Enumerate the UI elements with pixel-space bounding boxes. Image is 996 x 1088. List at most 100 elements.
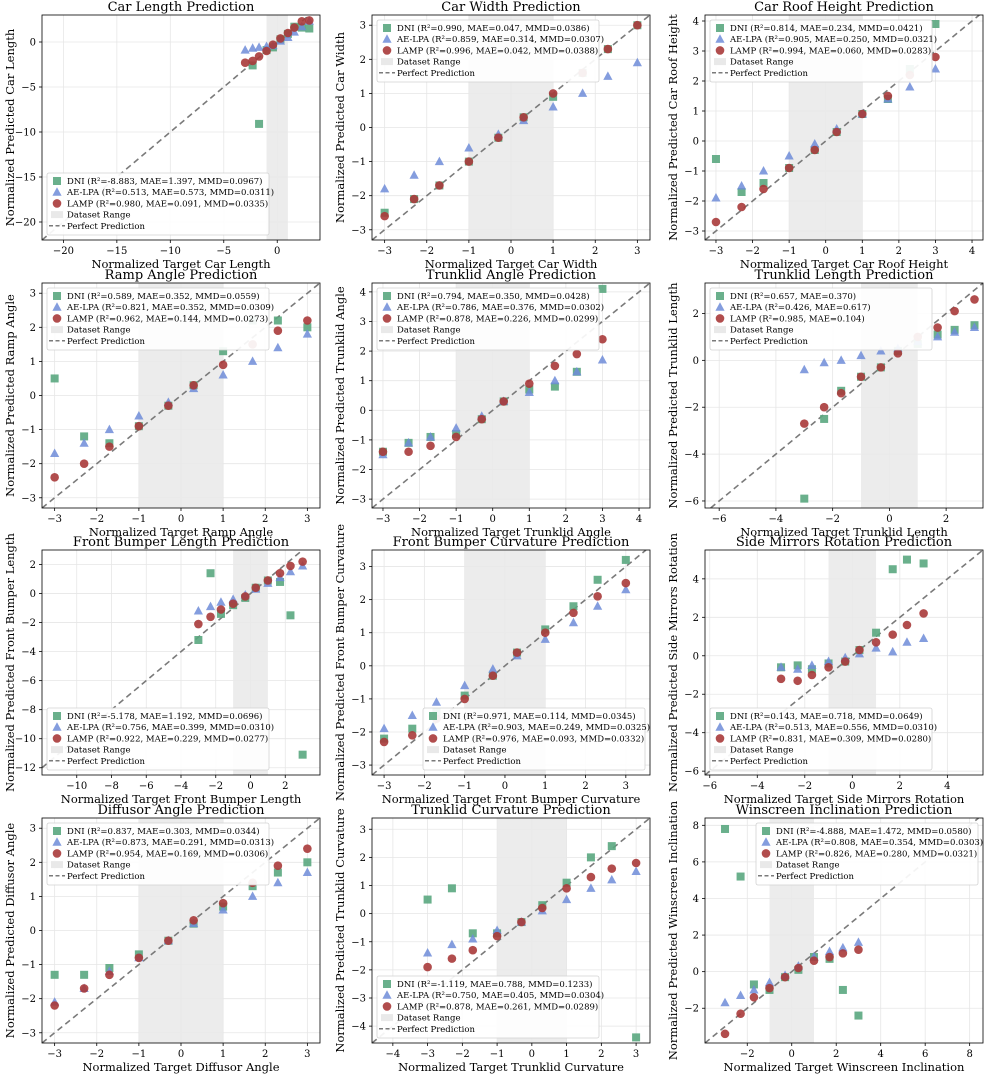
triangle-point: [969, 322, 980, 332]
y-tick-label: 1: [30, 357, 36, 368]
legend-entry: DNI (R²=0.990, MAE=0.047, MMD=0.0386): [397, 23, 590, 34]
x-tick-label: 0: [789, 1049, 795, 1060]
legend-entry: Dataset Range: [730, 58, 793, 68]
legend-entry: Perfect Prediction: [730, 69, 808, 79]
x-tick-label: 0: [849, 781, 855, 792]
circle-point: [263, 576, 273, 585]
x-tick-label: −1: [132, 514, 147, 525]
circle-point: [784, 163, 794, 173]
legend-square-marker: [53, 177, 61, 185]
legend-circle-marker: [52, 849, 62, 858]
circle-point: [164, 401, 173, 411]
legend: DNI (R²=0.589, MAE=0.352, MMD=0.0559)AE-…: [46, 287, 274, 351]
legend-square-marker: [383, 24, 391, 32]
chart-9: −6 −4 −2 0 2 4 −6 −4 −2 0 2 4 Side Mirrors Rotation …: [666, 532, 984, 806]
square-point: [872, 628, 881, 637]
circle-point: [893, 349, 903, 358]
triangle-point: [254, 42, 264, 51]
x-tick-label: 6: [922, 1049, 928, 1060]
x-tick-label: 2: [262, 514, 268, 525]
legend-triangle-marker: [382, 302, 392, 311]
legend-triangle-marker: [52, 187, 62, 196]
square-point: [711, 155, 720, 163]
square-point: [80, 970, 89, 979]
legend-range-swatch: [51, 211, 63, 219]
y-tick-label: 2: [30, 858, 36, 869]
y-axis-label: Normalized Predicted Trunklid Curvature: [333, 808, 347, 1052]
legend-entry: LAMP (R²=0.980, MAE=0.091, MMD=0.0335): [67, 198, 268, 209]
triangle-point: [285, 566, 296, 576]
legend-triangle-marker: [715, 722, 725, 731]
legend-entry: Dataset Range: [67, 861, 130, 871]
chart-11: −4 −3 −2 −1 0 1 2 3 −4 −3 −2 −1 0 1 2 3 Trunklid Curvatu…: [333, 803, 651, 1074]
x-tick-label: 0: [178, 1049, 184, 1060]
y-tick-label: 0: [360, 406, 366, 417]
y-tick-label: −2: [684, 403, 699, 414]
circle-point: [407, 730, 417, 740]
x-tick-label: 4: [944, 781, 950, 792]
chart-title: Trunklid Angle Prediction: [426, 268, 597, 283]
chart-title: Trunklid Length Prediction: [754, 268, 934, 283]
legend: DNI (R²=0.794, MAE=0.350, MMD=0.0428)AE-…: [376, 287, 604, 351]
x-tick-label: −3: [709, 246, 724, 257]
circle-point: [499, 397, 508, 406]
triangle-point: [218, 905, 228, 914]
chart-7: −10 −8 −6 −4 −2 0 2 −12 −10 −8 −6 −4 −2 0 2 Front Bumpe…: [3, 532, 321, 806]
chart-2: −3 −2 −1 0 1 2 3 −3 −2 −1 0 1 2 3 Car Width Prediction…: [333, 0, 651, 271]
circle-point: [134, 953, 144, 963]
x-tick-label: 2: [262, 1049, 268, 1060]
triangle-point: [492, 925, 502, 934]
x-tick-label: −2: [417, 781, 432, 792]
triangle-point: [205, 601, 216, 611]
y-tick-label: −2: [351, 465, 366, 476]
y-tick-label: 0: [693, 967, 699, 978]
circle-point: [537, 903, 547, 913]
y-tick-label: 0: [30, 391, 36, 402]
legend-entry: AE-LPA (R²=0.786, MAE=0.376, MMD=0.0302): [396, 302, 604, 313]
y-tick-label: −3: [21, 493, 36, 504]
y-tick-label: −3: [351, 994, 366, 1005]
triangle-point: [468, 933, 478, 943]
circle-point: [79, 984, 89, 993]
legend-entry: DNI (R²=0.657, MAE=0.370): [730, 291, 856, 302]
triangle-point: [856, 350, 866, 360]
legend-entry: Perfect Prediction: [443, 757, 521, 767]
x-tick-label: −3: [377, 246, 392, 257]
legend-entry: Dataset Range: [67, 211, 130, 221]
y-tick-label: −2: [351, 727, 366, 738]
triangle-point: [950, 327, 960, 336]
legend-square-marker: [383, 292, 391, 300]
circle-point: [799, 419, 809, 428]
triangle-point: [764, 977, 775, 987]
legend-entry: AE-LPA (R²=0.903, MAE=0.249, MMD=0.0325): [442, 722, 650, 733]
y-tick-label: 2: [693, 613, 699, 624]
y-axis-label: Normalized Predicted Trunklid Angle: [333, 286, 347, 505]
circle-point: [423, 962, 432, 972]
x-tick-label: −2: [745, 246, 760, 257]
triangle-point: [853, 937, 864, 946]
circle-point: [275, 568, 285, 578]
circle-point: [759, 184, 768, 194]
legend: DNI (R²=-1.119, MAE=0.788, MMD=0.1233)AE…: [376, 975, 604, 1039]
circle-point: [888, 630, 898, 639]
circle-point: [297, 17, 307, 26]
square-point: [219, 347, 228, 356]
y-tick-label: 0: [30, 926, 36, 937]
y-tick-label: 3: [30, 824, 36, 835]
circle-point: [404, 447, 413, 457]
circle-point: [519, 112, 528, 122]
legend-circle-marker: [382, 46, 392, 55]
circle-point: [189, 380, 198, 390]
circle-point: [933, 323, 942, 332]
y-tick-label: −8: [21, 705, 36, 716]
triangle-point: [758, 166, 769, 175]
x-tick-label: 2: [896, 246, 902, 257]
square-point: [931, 20, 940, 28]
x-tick-label: 2: [282, 781, 288, 792]
legend-square-marker: [383, 980, 391, 988]
legend-entry: DNI (R²=0.794, MAE=0.350, MMD=0.0428): [397, 291, 590, 302]
square-point: [807, 665, 816, 674]
legend-range-swatch: [714, 58, 726, 66]
legend: DNI (R²=0.657, MAE=0.370)AE-LPA (R²=0.42…: [709, 287, 933, 351]
y-tick-label: −3: [21, 1028, 36, 1039]
